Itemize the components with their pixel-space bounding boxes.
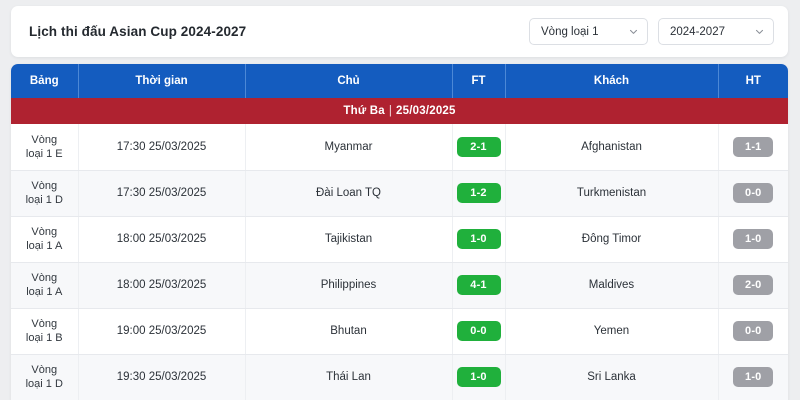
cell-time: 17:30 25/03/2025 — [78, 170, 246, 217]
column-header-away: Khách — [505, 64, 719, 98]
cell-home-team[interactable]: Philippines — [245, 262, 453, 309]
schedule-table-card: Bảng Thời gian Chủ FT Khách HT Thứ Ba | 25… — [11, 64, 788, 400]
table-row[interactable]: Vòng loại 1 A 18:00 25/03/2025 Tajikista… — [11, 216, 788, 263]
cell-away-team[interactable]: Đông Timor — [505, 216, 719, 263]
cell-ht: 0-0 — [718, 308, 788, 355]
group-line-1: Vòng — [31, 133, 58, 146]
page-title: Lịch thi đấu Asian Cup 2024-2027 — [29, 24, 247, 39]
cell-ht: 1-1 — [718, 124, 788, 171]
score-badge-ft[interactable]: 4-1 — [456, 275, 501, 295]
group-line-1: Vòng — [31, 180, 58, 192]
cell-ft: 4-1 — [452, 262, 506, 309]
table-row[interactable]: Vòng loại 1 D 19:30 25/03/2025 Thái Lan … — [11, 354, 788, 400]
cell-group: Vòng loại 1 E — [11, 124, 79, 171]
cell-ft: 0-0 — [452, 308, 506, 355]
score-badge-ht[interactable]: 1-0 — [733, 229, 774, 249]
table-row[interactable]: Vòng loại 1 A 18:00 25/03/2025 Philippin… — [11, 262, 788, 309]
group-line-2: loại 1 A — [26, 240, 63, 252]
filter-group: Vòng loại 1 2024-2027 — [529, 18, 774, 45]
cell-group: Vòng loại 1 D — [11, 170, 79, 217]
chevron-down-icon — [629, 27, 638, 36]
group-line-2: loại 1 D — [25, 194, 63, 206]
cell-time: 18:00 25/03/2025 — [78, 216, 246, 263]
score-badge-ft[interactable]: 1-0 — [456, 367, 501, 387]
round-select-value: Vòng loại 1 — [541, 25, 599, 38]
table-header: Bảng Thời gian Chủ FT Khách HT — [11, 64, 788, 98]
cell-group: Vòng loại 1 B — [11, 308, 79, 355]
score-badge-ft[interactable]: 2-1 — [456, 136, 501, 157]
score-badge-ht[interactable]: 0-0 — [733, 321, 774, 341]
group-line-1: Vòng — [31, 272, 58, 284]
group-line-1: Vòng — [31, 318, 58, 330]
chevron-down-icon — [755, 27, 764, 36]
cell-ht: 0-0 — [718, 170, 788, 217]
score-badge-ht[interactable]: 0-0 — [733, 183, 774, 203]
season-select[interactable]: 2024-2027 — [658, 18, 774, 45]
date-banner-date: 25/03/2025 — [396, 105, 456, 117]
table-row[interactable]: Vòng loại 1 E 17:30 25/03/2025 Myanmar 2… — [11, 124, 788, 171]
table-header-row: Bảng Thời gian Chủ FT Khách HT — [11, 64, 788, 98]
cell-ft: 1-0 — [452, 354, 506, 400]
date-banner-separator: | — [388, 105, 393, 117]
column-header-home: Chủ — [245, 64, 453, 98]
column-header-time: Thời gian — [78, 64, 246, 98]
cell-time: 17:30 25/03/2025 — [78, 124, 246, 171]
cell-home-team[interactable]: Bhutan — [245, 308, 453, 355]
cell-home-team[interactable]: Myanmar — [245, 124, 453, 171]
cell-ht: 2-0 — [718, 262, 788, 309]
cell-away-team[interactable]: Sri Lanka — [505, 354, 719, 400]
score-badge-ht[interactable]: 1-1 — [733, 136, 774, 157]
date-banner: Thứ Ba | 25/03/2025 — [11, 98, 788, 124]
cell-away-team[interactable]: Turkmenistan — [505, 170, 719, 217]
table-body: Thứ Ba | 25/03/2025 Vòng loại 1 E 17:30 25… — [11, 98, 788, 400]
group-line-2: loại 1 B — [25, 332, 63, 344]
cell-away-team[interactable]: Yemen — [505, 308, 719, 355]
group-line-1: Vòng — [31, 364, 58, 376]
group-line-1: Vòng — [31, 226, 58, 238]
table-row[interactable]: Vòng loại 1 D 17:30 25/03/2025 Đài Loan … — [11, 170, 788, 217]
cell-time: 18:00 25/03/2025 — [78, 262, 246, 309]
schedule-table: Bảng Thời gian Chủ FT Khách HT Thứ Ba | 25… — [11, 64, 788, 400]
cell-home-team[interactable]: Đài Loan TQ — [245, 170, 453, 217]
round-select[interactable]: Vòng loại 1 — [529, 18, 648, 45]
date-banner-weekday: Thứ Ba — [343, 105, 385, 117]
column-header-bang: Bảng — [11, 64, 79, 98]
group-line-2: loại 1 E — [25, 147, 63, 160]
table-row[interactable]: Vòng loại 1 B 19:00 25/03/2025 Bhutan 0-… — [11, 308, 788, 355]
cell-ft: 2-1 — [452, 124, 506, 171]
score-badge-ft[interactable]: 0-0 — [456, 321, 501, 341]
score-badge-ht[interactable]: 2-0 — [733, 275, 774, 295]
cell-home-team[interactable]: Thái Lan — [245, 354, 453, 400]
cell-away-team[interactable]: Maldives — [505, 262, 719, 309]
cell-ft: 1-2 — [452, 170, 506, 217]
column-header-ft: FT — [452, 64, 506, 98]
date-banner-row: Thứ Ba | 25/03/2025 — [11, 98, 788, 124]
group-line-2: loại 1 D — [25, 378, 63, 390]
group-line-2: loại 1 A — [26, 286, 63, 298]
score-badge-ft[interactable]: 1-2 — [456, 183, 501, 203]
cell-time: 19:00 25/03/2025 — [78, 308, 246, 355]
cell-group: Vòng loại 1 D — [11, 354, 79, 400]
season-select-value: 2024-2027 — [670, 25, 725, 38]
column-header-ht: HT — [718, 64, 788, 98]
cell-group: Vòng loại 1 A — [11, 216, 79, 263]
cell-ht: 1-0 — [718, 354, 788, 400]
score-badge-ht[interactable]: 1-0 — [733, 367, 774, 387]
cell-ht: 1-0 — [718, 216, 788, 263]
cell-time: 19:30 25/03/2025 — [78, 354, 246, 400]
score-badge-ft[interactable]: 1-0 — [456, 229, 501, 249]
cell-home-team[interactable]: Tajikistan — [245, 216, 453, 263]
cell-ft: 1-0 — [452, 216, 506, 263]
filter-card: Lịch thi đấu Asian Cup 2024-2027 Vòng lo… — [11, 6, 788, 57]
cell-group: Vòng loại 1 A — [11, 262, 79, 309]
cell-away-team[interactable]: Afghanistan — [505, 124, 719, 171]
